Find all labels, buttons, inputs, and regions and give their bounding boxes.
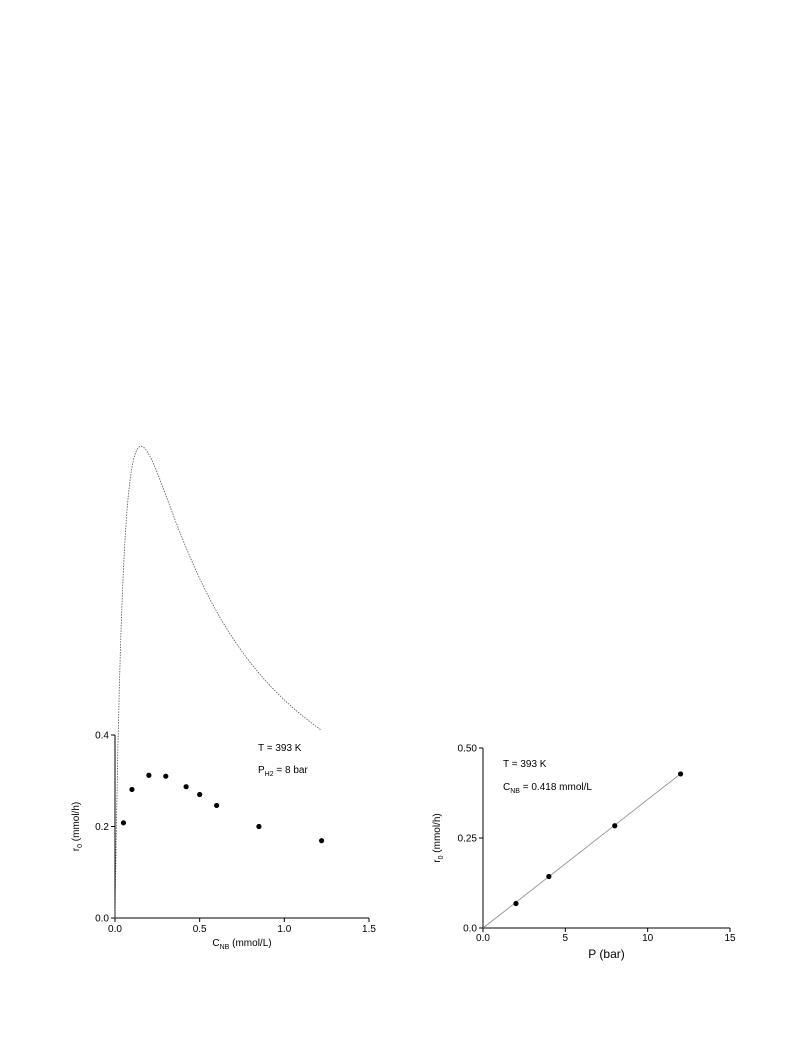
annotation-1: T = 393 K	[503, 759, 547, 770]
data-point	[546, 873, 552, 880]
chart-2: 0.0 5 10 15 0.0 0.25 0.50 P (bar) r0 (mmol/h) T =…	[432, 744, 736, 962]
x-tick-label: 1.5	[362, 924, 376, 935]
data-point	[612, 823, 618, 829]
x-tick-label: 1.0	[277, 924, 291, 935]
fit-curve	[114, 445, 322, 919]
data-point	[214, 802, 220, 809]
data-point	[129, 786, 135, 793]
chart-1: 0.0 0.5 1.0 1.5 0.0 0.2 0.4 CNB (mmol/L) r0 (mmo…	[71, 445, 376, 951]
x-tick-label: 15	[724, 933, 736, 944]
x-tick-label: 0.0	[476, 933, 490, 944]
annotation-2: CNB = 0.418 mmol/L	[503, 782, 592, 795]
annotation-1: T = 393 K	[258, 743, 302, 754]
data-point	[513, 900, 519, 907]
y-axis-label: r0 (mmol/h)	[71, 802, 84, 851]
data-point	[678, 771, 684, 777]
x-axis-label: CNB (mmol/L)	[212, 938, 271, 951]
y-tick-label: 0.0	[95, 914, 109, 925]
fit-curve	[482, 773, 681, 929]
data-point	[120, 820, 127, 826]
x-axis-label: P (bar)	[588, 947, 624, 961]
x-tick-label: 10	[642, 933, 654, 944]
y-tick-label: 0.0	[463, 924, 477, 935]
data-point	[197, 791, 203, 798]
y-tick-label: 0.4	[95, 731, 109, 742]
y-axis-label: r0 (mmol/h)	[432, 813, 445, 862]
data-point	[163, 773, 169, 779]
y-tick-label: 0.50	[458, 744, 478, 755]
x-tick-label: 5	[563, 933, 569, 944]
annotation-2: PH2 = 8 bar	[258, 765, 308, 778]
x-tick-label: 0.5	[193, 924, 207, 935]
data-point	[256, 823, 262, 830]
data-point	[146, 772, 152, 778]
y-tick-label: 0.25	[458, 834, 478, 845]
x-tick-label: 0.0	[108, 924, 122, 935]
y-tick-label: 0.2	[95, 822, 109, 833]
data-point	[318, 838, 325, 844]
data-point	[183, 784, 189, 790]
